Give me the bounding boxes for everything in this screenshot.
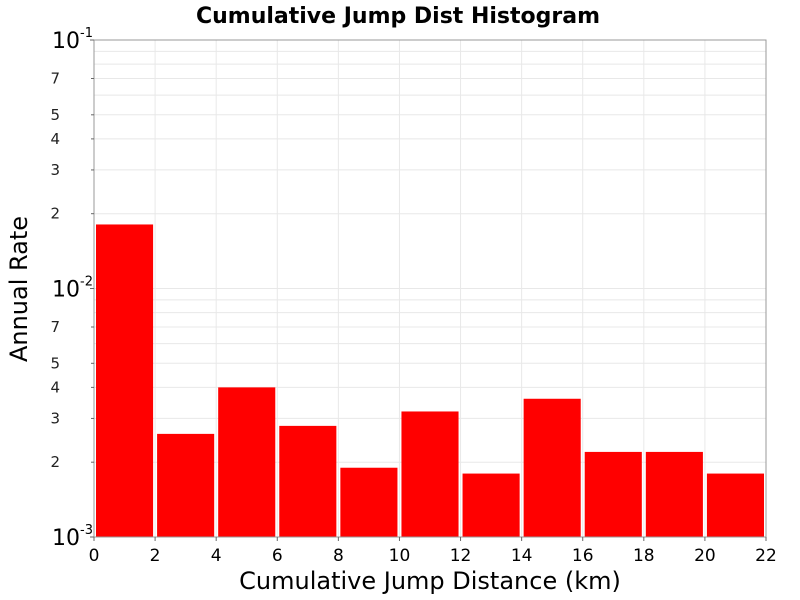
x-tick-label: 16 (572, 546, 594, 566)
y-tick-label-exponent: -2 (80, 275, 93, 290)
histogram-bar (706, 473, 764, 537)
x-tick-label: 10 (389, 546, 411, 566)
y-minor-tick-label: 7 (50, 318, 60, 336)
y-minor-tick-label: 5 (50, 106, 60, 124)
y-minor-tick-label: 2 (50, 453, 60, 471)
histogram-bar (401, 411, 459, 537)
x-tick-label: 0 (89, 546, 100, 566)
x-axis-ticks: 0 2 4 6 8 10 12 14 16 18 20 22 (89, 537, 777, 566)
histogram-bar (340, 467, 398, 537)
y-tick-label-exponent: -3 (80, 523, 93, 538)
x-axis-label: Cumulative Jump Distance (km) (239, 567, 621, 595)
histogram-bar (462, 473, 520, 537)
y-minor-tick-label: 4 (50, 378, 60, 396)
y-tick-label: 10 (52, 278, 80, 303)
histogram-bar (96, 224, 154, 538)
y-minor-tick-label: 7 (50, 69, 60, 87)
y-tick-label: 10 (52, 526, 80, 551)
y-minor-tick-label: 2 (50, 205, 60, 223)
histogram-bar (523, 398, 581, 537)
y-axis-label: Annual Rate (5, 216, 33, 362)
x-tick-label: 12 (450, 546, 472, 566)
y-minor-tick-label: 5 (50, 354, 60, 372)
histogram-bar (218, 387, 276, 537)
x-tick-label: 6 (272, 546, 283, 566)
x-tick-label: 18 (633, 546, 655, 566)
x-tick-label: 14 (511, 546, 533, 566)
y-tick-label-exponent: -1 (80, 26, 93, 41)
x-tick-label: 4 (211, 546, 222, 566)
y-minor-tick-label: 3 (50, 161, 60, 179)
chart-title: Cumulative Jump Dist Histogram (196, 4, 600, 29)
y-minor-tick-label: 3 (50, 409, 60, 427)
x-tick-label: 20 (694, 546, 716, 566)
x-tick-label: 2 (150, 546, 161, 566)
histogram-bar (279, 425, 337, 537)
y-tick-label: 10 (52, 29, 80, 54)
grid-lines (93, 40, 767, 537)
x-tick-label: 22 (755, 546, 777, 566)
bars (96, 224, 764, 538)
x-tick-label: 8 (333, 546, 344, 566)
y-minor-tick-label: 4 (50, 130, 60, 148)
histogram-bar (157, 433, 215, 537)
histogram-bar (584, 451, 642, 537)
histogram-bar (645, 451, 703, 537)
